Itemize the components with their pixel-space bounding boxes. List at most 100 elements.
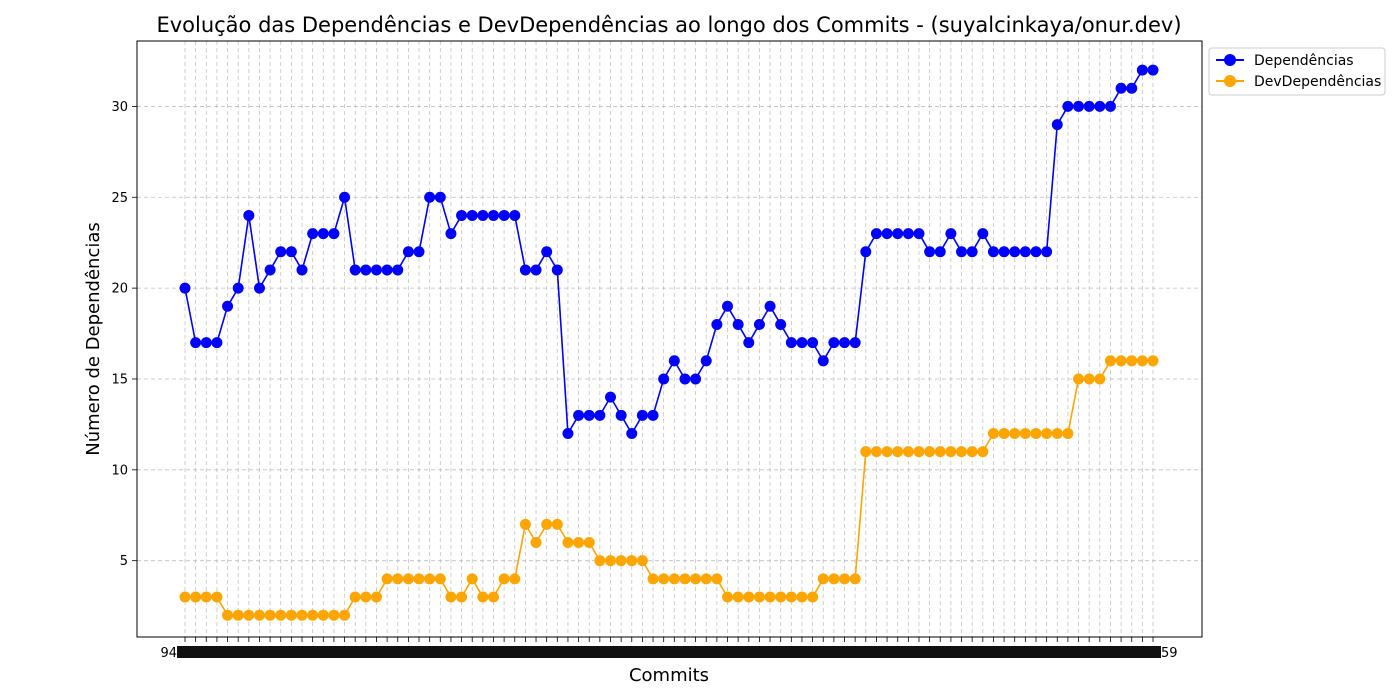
data-point [679,373,691,385]
data-point [1115,355,1127,367]
data-point [434,191,446,203]
data-point [381,573,393,585]
data-point [817,355,829,367]
data-point [753,318,765,330]
data-point [743,337,755,349]
data-point [817,573,829,585]
data-point [1083,100,1095,112]
data-point [519,264,531,276]
data-point [370,591,382,603]
data-point [902,446,914,458]
data-point [339,191,351,203]
data-point [1030,246,1042,258]
data-point [1104,355,1116,367]
data-point [881,446,893,458]
data-point [583,409,595,421]
data-point [945,228,957,240]
x-tick-label-last: 59 [1161,646,1178,661]
data-point [860,246,872,258]
data-point [1136,355,1148,367]
data-point [711,318,723,330]
data-point [1136,64,1148,76]
data-point [466,209,478,221]
series-line [185,359,1153,617]
data-point [775,591,787,603]
data-point [892,228,904,240]
data-point [200,591,212,603]
data-point [477,209,489,221]
data-point [636,555,648,567]
data-point [1126,82,1138,94]
legend-label-dependencias: Dependências [1254,53,1354,69]
data-point [296,264,308,276]
data-point [658,573,670,585]
x-axis-ticks: 94 59 [160,637,1178,661]
data-point [349,264,361,276]
data-point [190,337,202,349]
legend-marker-devdependencias [1224,75,1236,87]
data-point [413,246,425,258]
legend-label-devdependencias: DevDependências [1254,74,1381,90]
data-point [604,391,616,403]
data-point [381,264,393,276]
data-point [413,573,425,585]
data-point [913,228,925,240]
data-point [594,409,606,421]
data-point [530,537,542,549]
data-point [636,409,648,421]
data-point [402,246,414,258]
data-point [349,591,361,603]
data-point [339,609,351,621]
data-point [573,409,585,421]
data-point [253,282,265,294]
y-axis-ticks: 5 10 15 20 25 30 [111,100,137,569]
data-point [1062,427,1074,439]
data-point [892,446,904,458]
data-point [1041,427,1053,439]
data-point [1147,355,1159,367]
data-point [317,228,329,240]
data-point [881,228,893,240]
data-point [211,337,223,349]
data-point [583,537,595,549]
data-point [1115,82,1127,94]
data-point [328,609,340,621]
data-point [615,409,627,421]
data-point [1147,64,1159,76]
data-point [934,246,946,258]
data-point [179,591,191,603]
data-point [700,573,712,585]
data-point [392,573,404,585]
data-point [232,609,244,621]
data-point [445,591,457,603]
data-point [1073,373,1085,385]
data-point [924,446,936,458]
data-point [370,264,382,276]
data-point [200,337,212,349]
data-point [307,609,319,621]
data-point [232,282,244,294]
x-gridlines [184,41,1154,637]
data-point [647,409,659,421]
y-tick-label: 30 [111,100,128,115]
data-point [1030,427,1042,439]
data-point [275,609,287,621]
data-point [796,337,808,349]
data-point [1083,373,1095,385]
data-point [956,446,968,458]
data-point [562,537,574,549]
data-point [860,446,872,458]
data-point [807,591,819,603]
series-devdependencias [179,355,1159,621]
data-point [264,264,276,276]
series-dependencias [179,64,1159,439]
data-point [987,246,999,258]
data-point [551,518,563,530]
data-point [987,427,999,439]
data-point [796,591,808,603]
data-point [551,264,563,276]
data-point [1019,427,1031,439]
data-point [222,609,234,621]
data-point [594,555,606,567]
